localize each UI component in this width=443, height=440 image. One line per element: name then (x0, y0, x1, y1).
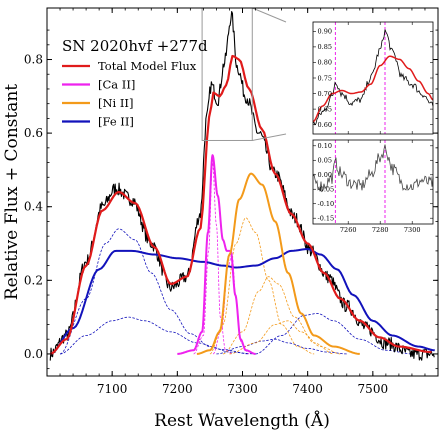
y-axis-label: Relative Flux + Constant (2, 84, 22, 300)
x-tick-label: 7200 (162, 382, 193, 396)
y-tick-label: 0.6 (24, 126, 43, 140)
inset-y-tick-label: 0.75 (318, 74, 332, 82)
inset-y-tick-label: 0.65 (318, 105, 332, 113)
x-tick-label: 7500 (358, 382, 389, 396)
inset-y-tick-label: 0.60 (318, 121, 332, 129)
legend: Total Model Flux [Ca II] [Ni II] [Fe II] (62, 59, 197, 129)
main-axes: 7100 7200 7300 7400 7500 0.0 0.2 0.4 0.6 0.8 (24, 7, 439, 396)
component-curve-8 (229, 320, 341, 355)
inset-y-tick-label: 0.90 (318, 28, 332, 36)
observed-spectrum-line (49, 11, 435, 361)
inset-x-tick-label: 7300 (404, 226, 421, 234)
inset-y-tick-label: 0.05 (318, 157, 332, 165)
inset-top-background (313, 22, 433, 134)
series-line--fe-ii- (49, 248, 435, 355)
model-fits (49, 54, 435, 355)
inset-bottom-data-line (312, 144, 434, 193)
inset-bottom: 0.10 0.05 0.00 -0.05 -0.10 -0.15 7260 7280 7300 (312, 139, 434, 234)
y-tick-label: 0.4 (24, 200, 43, 214)
component-curve-4 (193, 161, 233, 355)
legend-label: [Ni II] (98, 96, 133, 110)
y-tick-label: 0.0 (24, 347, 43, 361)
x-tick-label: 7400 (292, 382, 323, 396)
y-tick-label: 0.8 (24, 53, 43, 67)
x-tick-label: 7300 (227, 382, 258, 396)
inset-bottom-frame (312, 139, 434, 225)
inset-top: 0.90 0.85 0.80 0.75 0.70 0.65 0.60 (312, 21, 434, 135)
component-curve-7 (222, 276, 334, 355)
component-curve-3 (255, 313, 412, 355)
inset-y-tick-label: 0.80 (318, 59, 332, 67)
legend-label: [Fe II] (98, 115, 134, 129)
component-curve-2 (216, 338, 347, 355)
inset-x-tick-label: 7260 (340, 226, 357, 234)
y-tick-label: 0.2 (24, 273, 43, 287)
chart-title: SN 2020hvf +277d (62, 37, 208, 55)
component-curve-0 (59, 228, 256, 355)
zoom-connector-top (252, 7, 287, 23)
inset-bottom-background (313, 140, 433, 224)
inset-top-model-line (312, 55, 434, 123)
series-line--ni-ii- (196, 172, 360, 355)
inset-top-data-line (312, 29, 434, 126)
inset-y-tick-label: 0.10 (318, 142, 332, 150)
x-axis-label: Rest Wavelength (Å) (154, 410, 330, 431)
series-line--ca-ii- (176, 154, 257, 355)
component-curve-6 (209, 217, 315, 355)
legend-label: [Ca II] (98, 78, 135, 92)
inset-y-tick-label: -0.15 (318, 215, 335, 223)
zoom-connector-bottom (252, 133, 287, 141)
inset-y-tick-label: 0.70 (318, 90, 332, 98)
zoom-insets: 0.90 0.85 0.80 0.75 0.70 0.65 0.60 0.10 0.05 0.00… (312, 21, 434, 234)
inset-x-tick-label: 7280 (372, 226, 389, 234)
inset-y-tick-label: 0.85 (318, 43, 332, 51)
inset-y-tick-label: 0.00 (318, 171, 332, 179)
legend-label: Total Model Flux (98, 59, 197, 73)
series-line-total-model-flux (49, 54, 432, 355)
observed-spectrum (49, 11, 435, 361)
inset-y-tick-label: -0.05 (318, 186, 335, 194)
inset-y-tick-label: -0.10 (318, 200, 335, 208)
component-curve-1 (59, 316, 250, 355)
x-tick-label: 7100 (97, 382, 128, 396)
